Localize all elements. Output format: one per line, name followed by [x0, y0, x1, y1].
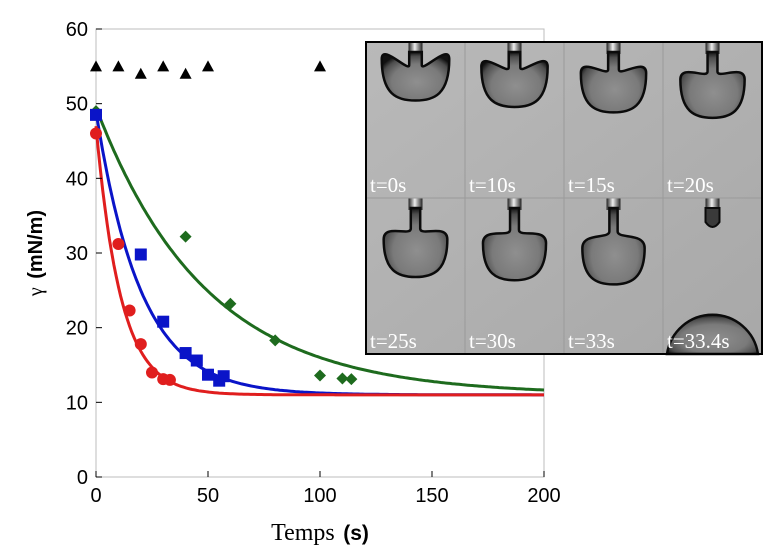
y-tick-label: 20 [66, 318, 88, 340]
y-tick-label: 60 [66, 19, 88, 41]
square-marker [134, 248, 147, 261]
square-marker [179, 347, 192, 360]
square-marker [202, 368, 214, 381]
diamond-marker [345, 373, 358, 386]
inset-frame: t=33s [568, 198, 646, 353]
triangle-marker [202, 60, 214, 72]
circle-marker [90, 127, 102, 140]
droplet [679, 50, 746, 120]
inset-frame: t=10s [469, 42, 549, 197]
data-markers [90, 60, 358, 387]
triangle-marker [157, 60, 170, 72]
diamond-fit-curve [94, 106, 545, 392]
inset-time-label: t=25s [370, 329, 417, 353]
y-axis-ticks: 0 10 20 30 40 50 60 [66, 19, 102, 489]
x-tick-label: 50 [197, 485, 219, 507]
circle-marker [123, 304, 136, 317]
inset-frame: t=30s [469, 198, 548, 353]
inset-time-label: t=33.4s [667, 329, 730, 353]
square-marker [190, 354, 203, 367]
y-tick-label: 40 [66, 168, 88, 190]
droplet [481, 206, 548, 282]
inset-frame: t=20s [667, 42, 746, 197]
inset-time-label: t=30s [469, 329, 516, 353]
inset-frame: t=0s [370, 42, 451, 197]
y-axis-label: γ (mN/m) [25, 210, 47, 297]
y-tick-label: 50 [66, 94, 88, 116]
diamond-marker [224, 297, 237, 310]
droplet [382, 206, 449, 279]
diamond-marker [314, 369, 326, 382]
triangle-marker [112, 60, 125, 72]
circle-marker [146, 366, 158, 379]
inset-frame: t=25s [370, 198, 449, 353]
circle-marker [134, 338, 147, 351]
x-tick-label: 150 [415, 485, 448, 507]
detached-droplet [665, 313, 760, 356]
residual-droplet [704, 207, 721, 228]
square-marker [157, 315, 170, 328]
square-marker [90, 108, 102, 121]
diamond-marker [179, 230, 192, 243]
inset-time-label: t=15s [568, 173, 615, 197]
inset-time-label: t=20s [667, 173, 714, 197]
y-tick-label: 30 [66, 243, 88, 265]
triangle-marker [314, 60, 326, 72]
inset-time-label: t=10s [469, 173, 516, 197]
y-tick-label: 0 [77, 467, 88, 489]
triangle-marker [134, 67, 147, 79]
inset-border [365, 41, 763, 355]
triangle-marker [179, 67, 192, 79]
circle-marker [163, 373, 176, 386]
square-marker [217, 370, 230, 383]
inset-time-label: t=0s [370, 173, 406, 197]
droplet [579, 50, 648, 114]
x-tick-label: 100 [303, 485, 336, 507]
diamond-marker [336, 372, 349, 385]
droplet [380, 50, 451, 102]
x-tick-label: 200 [527, 485, 560, 507]
y-tick-label: 10 [66, 392, 88, 414]
x-tick-label: 0 [90, 485, 101, 507]
droplet [480, 50, 549, 109]
triangle-marker [90, 60, 102, 72]
inset-frame: t=15s [568, 42, 648, 197]
circle-marker [112, 238, 125, 251]
x-axis-ticks: 0 50 100 150 200 [90, 471, 561, 507]
diamond-marker [269, 334, 282, 347]
droplet-inset: t=0s t=10s t=15s t=20s t=25s t=30s t=33s t=33.4… [365, 41, 763, 356]
droplet [581, 206, 646, 286]
inset-time-label: t=33s [568, 329, 615, 353]
x-axis-label: Temps (s) [271, 520, 369, 545]
inset-frame: t=33.4s [665, 198, 760, 356]
